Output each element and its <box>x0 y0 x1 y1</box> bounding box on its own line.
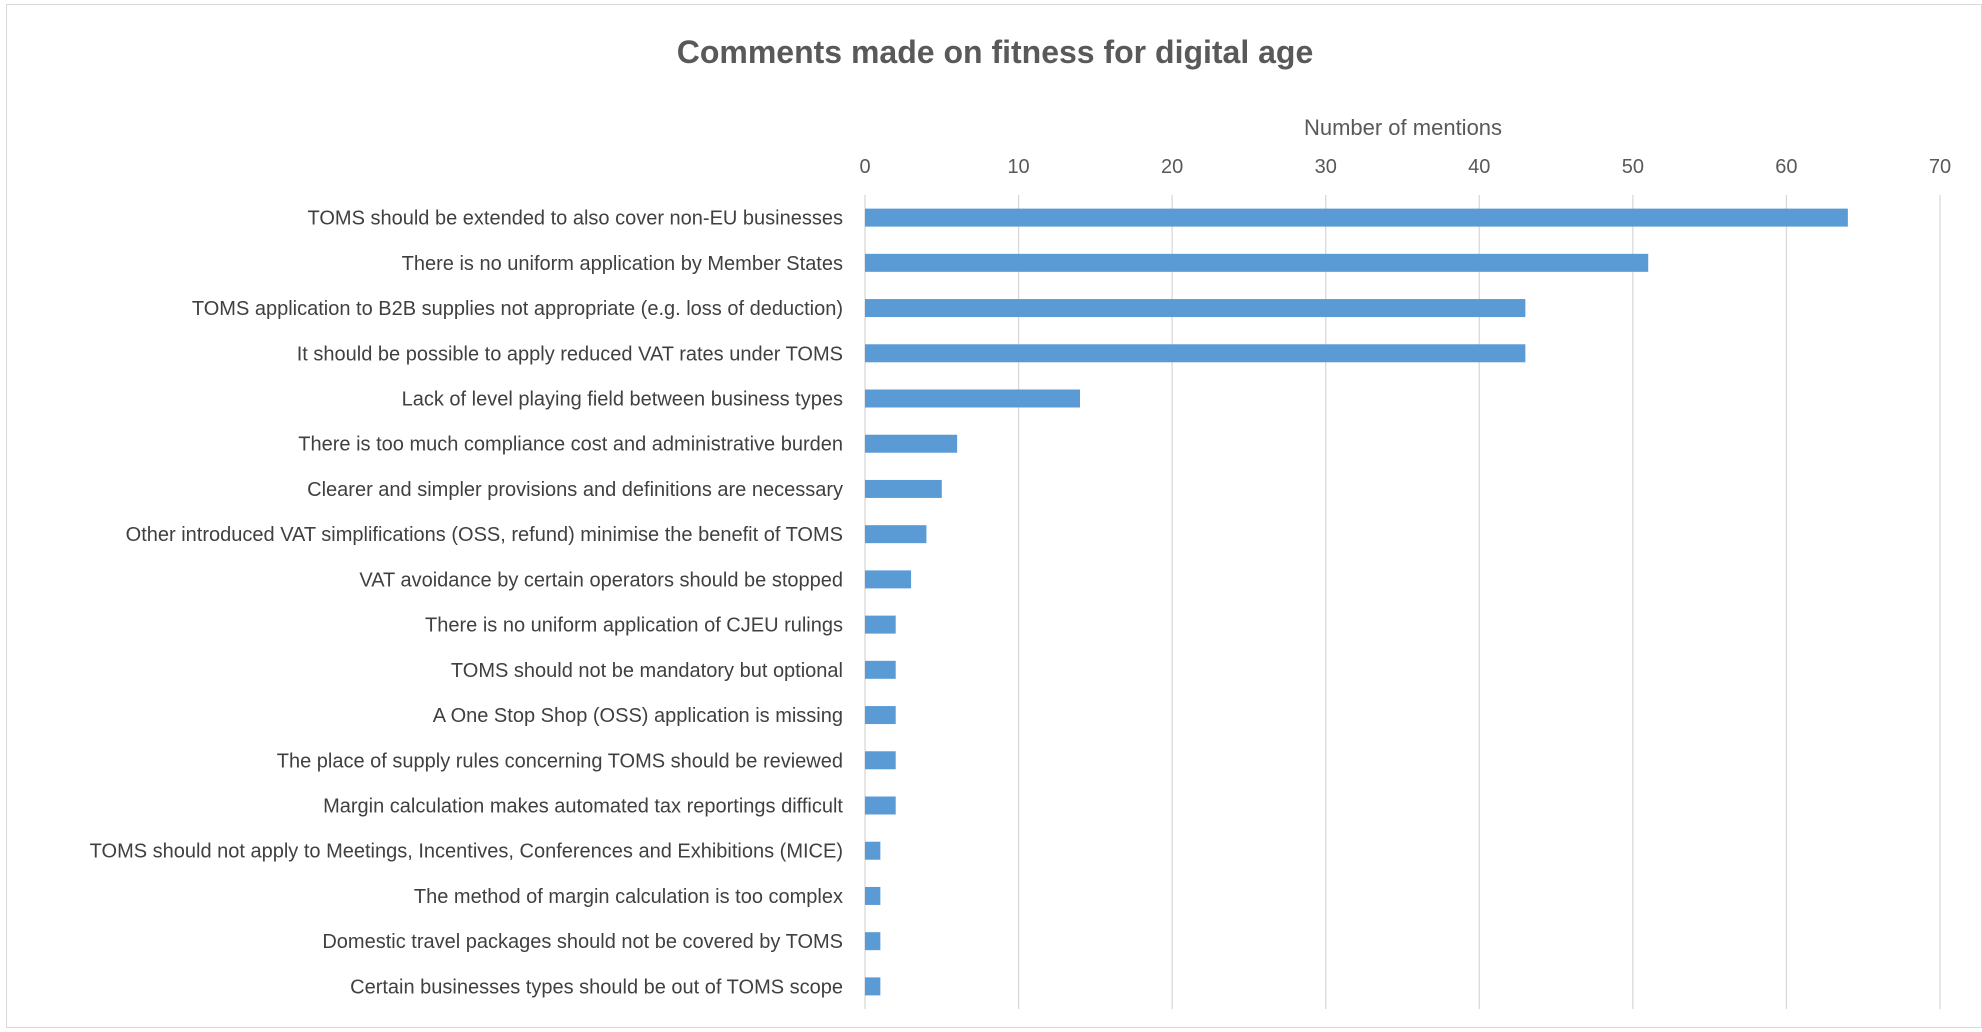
bar <box>865 932 881 951</box>
category-label: Lack of level playing field between busi… <box>402 389 843 411</box>
category-label: There is too much compliance cost and ad… <box>298 434 843 456</box>
category-label: VAT avoidance by certain operators shoul… <box>359 569 843 591</box>
x-tick-label: 0 <box>859 156 870 178</box>
x-tick-label: 60 <box>1775 156 1797 178</box>
bar <box>865 841 881 860</box>
category-label: Margin calculation makes automated tax r… <box>323 796 843 818</box>
x-axis-title: Number of mentions <box>1304 115 1502 140</box>
bar <box>865 615 896 634</box>
x-axis-ticks: 0 10 20 30 40 50 60 70 <box>859 156 1951 178</box>
bar <box>865 253 1649 272</box>
x-tick-label: 20 <box>1161 156 1183 178</box>
category-label: The place of supply rules concerning TOM… <box>277 750 843 772</box>
category-label: The method of margin calculation is too … <box>414 886 843 908</box>
bar <box>865 751 896 770</box>
bar <box>865 796 896 815</box>
category-label: There is no uniform application of CJEU … <box>425 615 843 637</box>
category-label: It should be possible to apply reduced V… <box>297 343 843 365</box>
x-tick-label: 40 <box>1468 156 1490 178</box>
bar <box>865 570 912 589</box>
x-tick-label: 30 <box>1315 156 1337 178</box>
chart-title: Comments made on fitness for digital age <box>677 34 1314 70</box>
chart-area: Comments made on fitness for digital age… <box>6 4 1982 1028</box>
x-tick-label: 10 <box>1007 156 1029 178</box>
bar <box>865 299 1526 318</box>
category-label: TOMS application to B2B supplies not app… <box>192 298 843 320</box>
bar <box>865 525 927 544</box>
category-label: Clearer and simpler provisions and defin… <box>307 479 843 501</box>
gridlines <box>864 195 1941 1009</box>
category-label: TOMS should not apply to Meetings, Incen… <box>90 841 843 863</box>
bar <box>865 479 942 498</box>
category-label: Other introduced VAT simplifications (OS… <box>126 524 843 546</box>
bar <box>865 977 881 996</box>
bar <box>865 208 1848 227</box>
category-label: Domestic travel packages should not be c… <box>322 931 843 953</box>
x-tick-label: 50 <box>1622 156 1644 178</box>
category-label: A One Stop Shop (OSS) application is mis… <box>433 705 843 727</box>
category-label: Certain businesses types should be out o… <box>350 976 843 998</box>
bar <box>865 706 896 725</box>
category-label: TOMS should be extended to also cover no… <box>308 208 844 230</box>
bar <box>865 389 1080 408</box>
bar-chart: Comments made on fitness for digital age… <box>90 34 1951 1009</box>
bar <box>865 434 958 453</box>
bar <box>865 886 881 905</box>
bar <box>865 660 896 679</box>
bar <box>865 344 1526 363</box>
category-label: TOMS should not be mandatory but optiona… <box>451 660 843 682</box>
category-label: There is no uniform application by Membe… <box>402 253 843 275</box>
x-tick-label: 70 <box>1929 156 1951 178</box>
category-labels: TOMS should be extended to also cover no… <box>90 208 844 999</box>
bars <box>865 208 1848 996</box>
